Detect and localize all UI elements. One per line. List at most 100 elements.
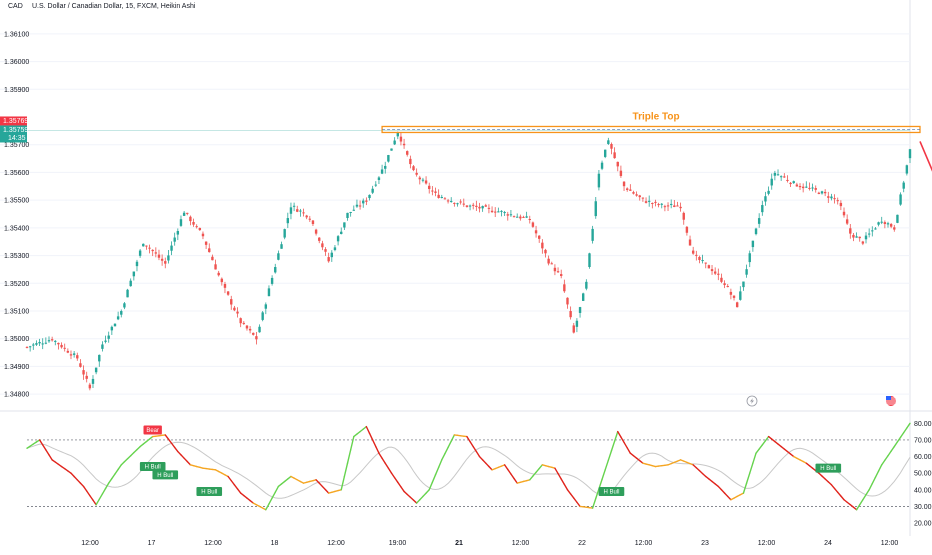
rsi-segment xyxy=(90,496,93,501)
candle-body xyxy=(48,340,50,341)
rsi-segment xyxy=(869,484,872,490)
candle-body xyxy=(403,144,405,145)
candle-body xyxy=(661,204,663,205)
candle-body xyxy=(192,222,194,225)
candle-body xyxy=(852,235,854,238)
rsi-segment xyxy=(448,441,451,447)
chart-title: U.S. Dollar / Canadian Dollar, 15, FXCM,… xyxy=(32,3,195,10)
candle-body xyxy=(447,200,449,201)
rsi-segment xyxy=(530,476,533,480)
rsi-segment xyxy=(102,489,105,494)
candle-body xyxy=(588,253,590,267)
rsi-segment xyxy=(112,474,115,479)
candle-body xyxy=(865,236,867,240)
candle-body xyxy=(786,180,788,181)
candle-body xyxy=(54,341,56,342)
candle-body xyxy=(120,311,122,315)
candle-body xyxy=(868,234,870,235)
candle-body xyxy=(595,201,597,216)
candle-body xyxy=(551,263,553,264)
candle-body xyxy=(224,284,226,288)
candle-body xyxy=(469,206,471,207)
rsi-tick-label: 40.00 xyxy=(914,487,932,494)
candle-body xyxy=(252,333,254,335)
candle-body xyxy=(158,255,160,258)
candle-body xyxy=(708,265,710,268)
candle-body xyxy=(287,218,289,223)
candle-body xyxy=(406,151,408,155)
candle-body xyxy=(579,307,581,313)
candle-body xyxy=(648,201,650,202)
candle-body xyxy=(654,202,656,203)
candle-body xyxy=(123,303,125,307)
candle-body xyxy=(896,215,898,223)
candle-body xyxy=(651,203,653,204)
candle-body xyxy=(365,201,367,202)
price-tick-label: 1.35000 xyxy=(4,336,29,343)
rsi-segment xyxy=(627,448,630,453)
candle-body xyxy=(111,327,113,331)
rsi-segment xyxy=(373,440,376,447)
candle-body xyxy=(488,208,490,209)
candle-body xyxy=(265,304,267,308)
rsi-segment xyxy=(901,433,904,438)
candle-body xyxy=(764,196,766,201)
lightning-icon[interactable] xyxy=(747,396,757,406)
prev-price-text: 1.35769 xyxy=(3,118,28,125)
time-tick-label: 23 xyxy=(701,540,709,547)
candle-body xyxy=(739,291,741,299)
candle-body xyxy=(494,212,496,213)
candle-body xyxy=(604,150,606,157)
rsi-segment xyxy=(398,482,401,487)
candle-body xyxy=(859,237,861,238)
candle-body xyxy=(532,222,534,226)
candle-body xyxy=(73,353,75,354)
candle-body xyxy=(657,204,659,205)
rsi-segment xyxy=(99,494,102,499)
candle-body xyxy=(871,230,873,231)
price-tick-label: 1.35400 xyxy=(4,225,29,232)
candle-body xyxy=(516,217,518,218)
candle-body xyxy=(371,189,373,193)
candle-body xyxy=(598,174,600,188)
rsi-segment xyxy=(759,445,762,449)
candle-body xyxy=(554,268,556,271)
candle-body xyxy=(431,191,433,192)
us-flag-icon[interactable] xyxy=(886,396,896,406)
symbol-label[interactable]: CAD xyxy=(8,3,23,10)
candle-body xyxy=(86,376,88,379)
candle-body xyxy=(362,201,364,204)
candle-body xyxy=(280,244,282,249)
candle-body xyxy=(711,269,713,271)
current-price-text: 1.35759 xyxy=(3,127,28,134)
candle-body xyxy=(302,212,304,213)
candle-body xyxy=(887,223,889,224)
candle-body xyxy=(777,174,779,175)
candle-body xyxy=(183,213,185,216)
candle-body xyxy=(909,149,911,158)
rsi-segment xyxy=(109,479,112,484)
candle-body xyxy=(544,250,546,253)
candle-body xyxy=(635,194,637,195)
candle-body xyxy=(277,253,279,260)
candle-body xyxy=(415,173,417,175)
rsi-segment xyxy=(831,485,834,489)
candle-body xyxy=(255,336,257,339)
candle-body xyxy=(104,341,106,342)
candle-body xyxy=(475,206,477,207)
candle-body xyxy=(745,269,747,275)
candle-body xyxy=(733,296,735,298)
rsi-segment xyxy=(385,463,388,468)
candle-body xyxy=(503,212,505,213)
candle-body xyxy=(802,187,804,188)
candle-body xyxy=(799,186,801,187)
candle-body xyxy=(793,181,795,183)
candle-body xyxy=(444,198,446,199)
candle-body xyxy=(258,327,260,332)
candle-body xyxy=(155,252,157,253)
candle-body xyxy=(217,273,219,275)
candle-body xyxy=(167,255,169,260)
candle-body xyxy=(450,201,452,202)
